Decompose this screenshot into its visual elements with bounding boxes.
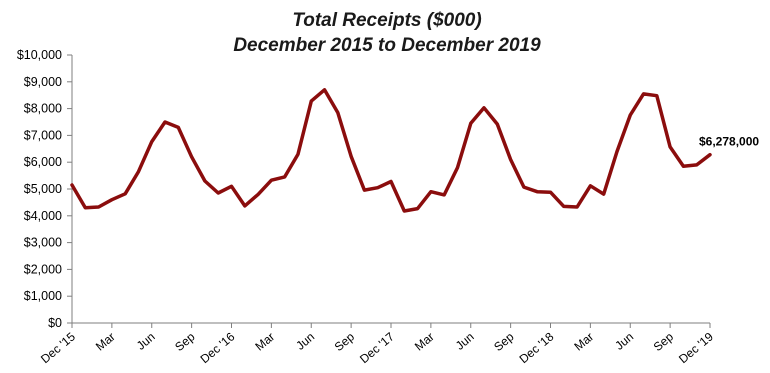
y-tick-label: $6,000 — [24, 155, 62, 169]
x-tick-label: Sep — [172, 329, 198, 354]
x-tick-label: Dec '16 — [198, 329, 238, 366]
y-tick-label: $2,000 — [24, 262, 62, 276]
y-tick-label: $4,000 — [24, 209, 62, 223]
x-tick-label: Mar — [93, 330, 118, 354]
series-group — [70, 88, 712, 213]
y-axis: $0 $1,000 $2,000 $3,000 $4,000 $5,000 $6,000 $7… — [17, 48, 73, 330]
x-tick-label: Sep — [651, 329, 677, 354]
y-tick-label: $8,000 — [24, 102, 62, 116]
x-axis: Dec '15 Mar Jun Sep Dec '16 Mar Jun Sep Dec '17 M… — [38, 322, 716, 366]
x-tick-label: Jun — [612, 330, 636, 353]
x-tick-label: Sep — [491, 329, 517, 354]
y-tick-label: $10,000 — [17, 48, 62, 62]
y-tick-label: $7,000 — [24, 128, 62, 142]
y-tick-label: $3,000 — [24, 236, 62, 250]
chart-subtitle: December 2015 to December 2019 — [233, 35, 541, 56]
x-tick-label: Dec '15 — [38, 329, 78, 366]
x-tick-label: Mar — [571, 330, 596, 354]
x-tick-label: Jun — [293, 330, 317, 353]
x-tick-label: Sep — [332, 329, 358, 354]
y-tick-label: $1,000 — [24, 289, 62, 303]
x-tick-label: Dec '18 — [517, 329, 557, 366]
annotation-group: $6,278,000 — [699, 135, 759, 149]
y-tick-label: $9,000 — [24, 75, 62, 89]
y-tick-label: $5,000 — [24, 182, 62, 196]
x-tick-label: Mar — [412, 330, 437, 354]
chart-title: Total Receipts ($000) — [292, 10, 481, 31]
end-value-label: $6,278,000 — [699, 135, 759, 149]
x-tick-label: Dec '17 — [357, 329, 397, 366]
x-tick-label: Mar — [252, 330, 277, 354]
x-tick-label: Jun — [134, 330, 158, 353]
x-tick-label: Jun — [453, 330, 477, 353]
x-tick-label: Dec '19 — [676, 329, 716, 366]
series-line — [70, 88, 712, 213]
y-tick-label: $0 — [48, 316, 62, 330]
